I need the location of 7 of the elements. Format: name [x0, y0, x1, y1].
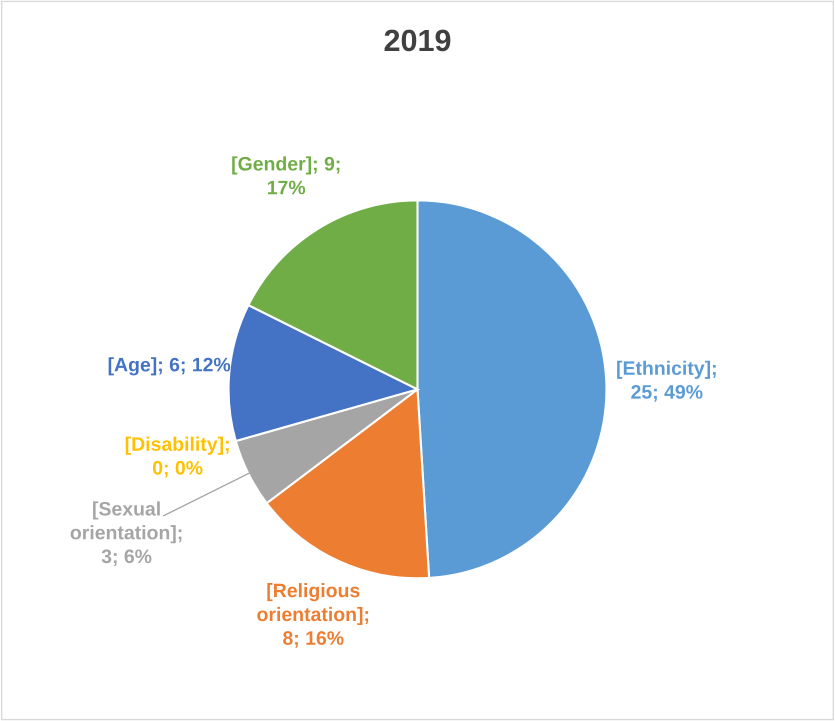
- slice-label: [Ethnicity]; 25; 49%: [617, 360, 716, 402]
- slice-label: [Sexual orientation]; 3; 6%: [70, 501, 182, 566]
- slice-label: [Age]; 6; 12%: [108, 357, 230, 376]
- chart-title: 2019: [384, 30, 450, 52]
- slice-label: [Gender]; 9; 17%: [232, 156, 340, 194]
- category-label: [Disability]; 0; 0%: [126, 436, 229, 478]
- slice-label: [Religious orientation]; 8; 16%: [257, 583, 368, 648]
